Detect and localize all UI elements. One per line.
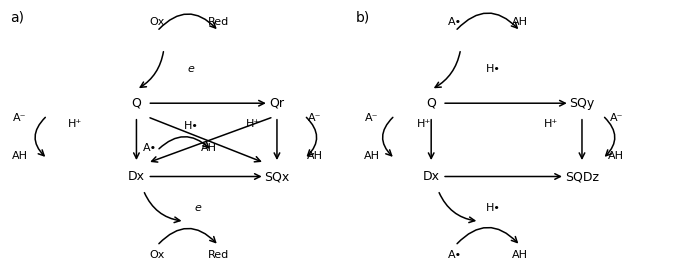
Text: Red: Red <box>208 250 229 260</box>
Text: H•: H• <box>486 64 500 74</box>
Text: A⁻: A⁻ <box>365 113 378 123</box>
Text: SQy: SQy <box>569 97 594 110</box>
Text: AH: AH <box>512 17 529 27</box>
Text: AH: AH <box>512 250 529 260</box>
Text: H⁺: H⁺ <box>246 119 260 129</box>
Text: H⁺: H⁺ <box>544 119 558 129</box>
Text: H⁺: H⁺ <box>68 119 82 129</box>
Text: Ox: Ox <box>149 250 164 260</box>
Text: A⁻: A⁻ <box>609 113 623 123</box>
Text: Qr: Qr <box>269 97 285 110</box>
Text: e: e <box>188 64 195 74</box>
Text: Ox: Ox <box>149 17 164 27</box>
Text: AH: AH <box>12 151 28 161</box>
Text: AH: AH <box>608 151 624 161</box>
Text: A•: A• <box>448 250 462 260</box>
Text: AH: AH <box>200 143 216 153</box>
Text: AH: AH <box>307 151 323 161</box>
Text: A⁻: A⁻ <box>13 113 27 123</box>
Text: SQDz: SQDz <box>565 170 599 183</box>
Text: A•: A• <box>448 17 462 27</box>
Text: SQx: SQx <box>265 170 290 183</box>
Text: e: e <box>195 203 202 213</box>
Text: Dx: Dx <box>423 170 439 183</box>
Text: Q: Q <box>131 97 142 110</box>
Text: H•: H• <box>486 203 500 213</box>
Text: b): b) <box>356 11 370 25</box>
Text: Q: Q <box>426 97 436 110</box>
Text: H⁺: H⁺ <box>417 119 431 129</box>
Text: A⁻: A⁻ <box>308 113 321 123</box>
Text: AH: AH <box>363 151 379 161</box>
Text: a): a) <box>10 11 23 25</box>
Text: Red: Red <box>208 17 229 27</box>
Text: Dx: Dx <box>128 170 145 183</box>
Text: H•: H• <box>184 121 199 131</box>
Text: A•: A• <box>143 143 158 153</box>
